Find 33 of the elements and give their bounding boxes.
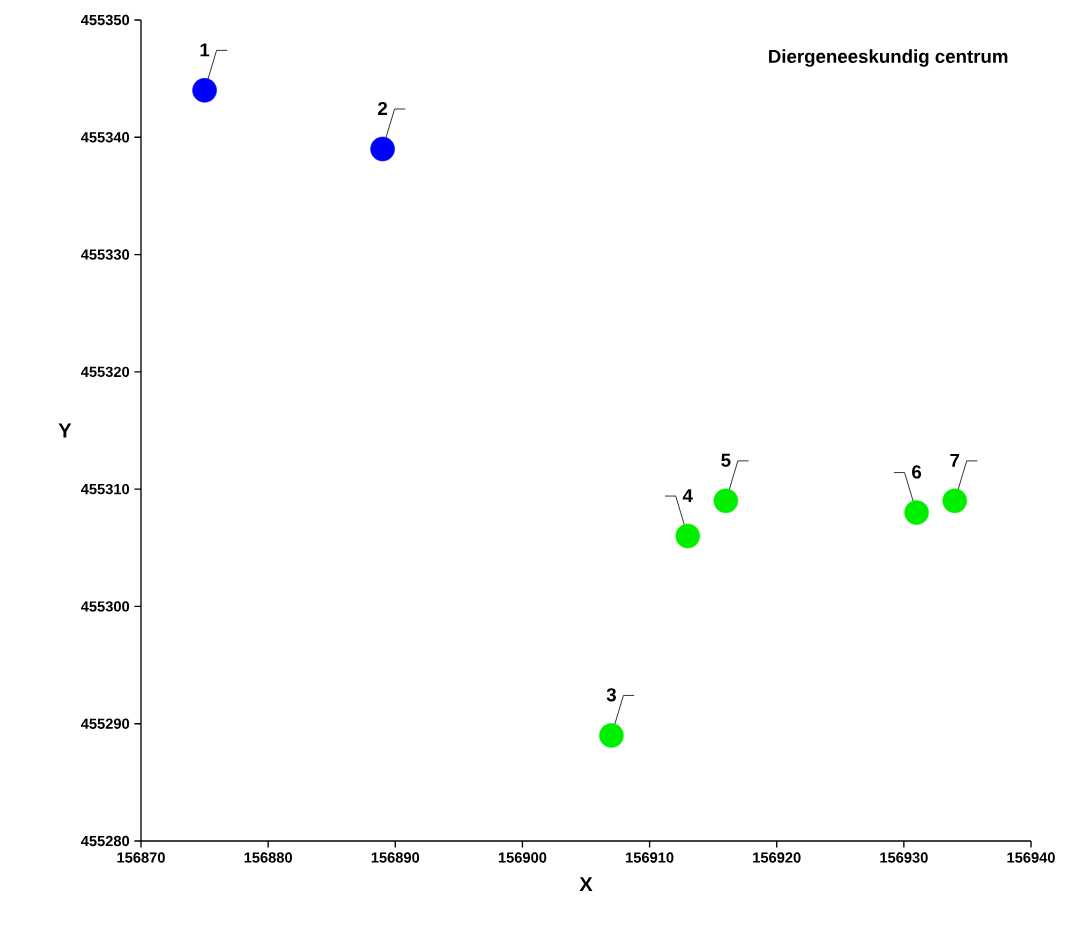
point [675,523,700,549]
x-tick-label: 156900 [498,852,547,863]
x-tick-label: 156890 [371,852,420,863]
x-tick-label: 156940 [1007,852,1055,863]
annotation: 7 [950,453,960,467]
point [904,500,929,525]
x-tick-label: 156920 [753,852,801,863]
y-tick-label: 455310 [80,483,130,495]
y-tick-label: 455290 [80,718,130,729]
y-tick-label: 455330 [80,249,130,260]
y-tick-label: 455280 [80,835,130,847]
annotation: 5 [721,453,731,467]
y-tick-label: 455320 [80,366,130,378]
point [370,136,395,162]
annotation: 6 [912,465,922,479]
annotation: 2 [378,101,388,115]
point [192,78,217,103]
annotation: 4 [682,489,693,503]
x-tick-label: 156880 [244,852,293,863]
annotation: 3 [606,688,616,702]
annotation: 1 [200,43,210,57]
point [713,488,739,514]
y-tick-label: 455340 [80,132,130,143]
y-tick-label: 455300 [80,601,130,612]
y-tick-label: 455350 [80,14,130,26]
point [599,723,624,748]
x-tick-label: 156870 [117,852,165,863]
text: Diergeneeskundig centrum [769,49,1008,67]
x-tick-label: 156910 [626,852,674,863]
x-axis-title: X [579,877,593,892]
y-axis-title: Y [58,423,72,438]
point [942,488,967,514]
x-tick-label: 156930 [880,852,928,863]
